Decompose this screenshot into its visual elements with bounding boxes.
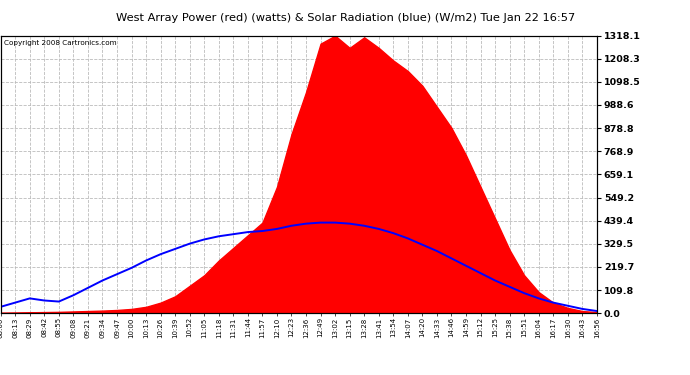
Text: West Array Power (red) (watts) & Solar Radiation (blue) (W/m2) Tue Jan 22 16:57: West Array Power (red) (watts) & Solar R…	[116, 13, 575, 23]
Text: Copyright 2008 Cartronics.com: Copyright 2008 Cartronics.com	[3, 40, 117, 46]
